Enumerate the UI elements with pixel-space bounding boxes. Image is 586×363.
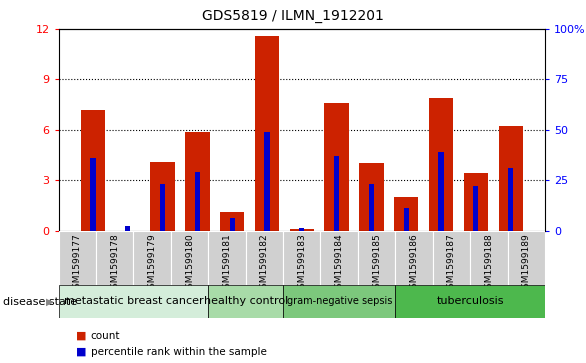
Text: metastatic breast cancer: metastatic breast cancer: [64, 296, 203, 306]
Bar: [396, 231, 432, 285]
Bar: [208, 231, 246, 285]
Bar: [283, 285, 396, 318]
Text: percentile rank within the sample: percentile rank within the sample: [91, 347, 267, 357]
Bar: [134, 231, 171, 285]
Text: ■: ■: [76, 347, 87, 357]
Text: disease state: disease state: [3, 297, 77, 307]
Bar: [230, 219, 235, 231]
Text: healthy control: healthy control: [203, 296, 288, 306]
Bar: [394, 197, 418, 231]
Bar: [195, 172, 200, 231]
Bar: [321, 231, 358, 285]
Bar: [246, 231, 283, 285]
Text: gram-negative sepsis: gram-negative sepsis: [287, 296, 392, 306]
Bar: [438, 152, 444, 231]
Bar: [125, 227, 130, 231]
Bar: [369, 184, 374, 231]
Text: GSM1599182: GSM1599182: [260, 233, 269, 294]
Bar: [334, 156, 339, 231]
Bar: [81, 110, 105, 231]
Text: ▶: ▶: [46, 297, 54, 307]
Bar: [264, 132, 270, 231]
Bar: [325, 103, 349, 231]
Text: GSM1599185: GSM1599185: [372, 233, 381, 294]
Bar: [171, 231, 208, 285]
Text: GSM1599178: GSM1599178: [110, 233, 119, 294]
Text: ■: ■: [76, 331, 87, 341]
Text: GSM1599183: GSM1599183: [297, 233, 306, 294]
Bar: [208, 285, 283, 318]
Bar: [96, 231, 134, 285]
Bar: [396, 285, 545, 318]
Text: GSM1599187: GSM1599187: [447, 233, 456, 294]
Bar: [59, 285, 208, 318]
Bar: [432, 231, 470, 285]
Text: GSM1599189: GSM1599189: [522, 233, 531, 294]
Bar: [359, 163, 384, 231]
Bar: [299, 228, 304, 231]
Bar: [151, 162, 175, 231]
Bar: [255, 36, 279, 231]
Bar: [160, 184, 165, 231]
Text: count: count: [91, 331, 120, 341]
Bar: [283, 231, 321, 285]
Text: GSM1599179: GSM1599179: [148, 233, 156, 294]
Bar: [59, 231, 96, 285]
Bar: [185, 132, 210, 231]
Text: tuberculosis: tuberculosis: [437, 296, 504, 306]
Text: GSM1599188: GSM1599188: [485, 233, 493, 294]
Text: GSM1599184: GSM1599184: [335, 233, 344, 294]
Bar: [404, 208, 409, 231]
Text: GSM1599181: GSM1599181: [223, 233, 231, 294]
Text: GSM1599186: GSM1599186: [410, 233, 418, 294]
Text: GDS5819 / ILMN_1912201: GDS5819 / ILMN_1912201: [202, 9, 384, 23]
Bar: [507, 231, 545, 285]
Bar: [508, 168, 513, 231]
Bar: [429, 98, 453, 231]
Bar: [499, 126, 523, 231]
Bar: [464, 174, 488, 231]
Bar: [473, 186, 479, 231]
Bar: [470, 231, 507, 285]
Bar: [220, 212, 244, 231]
Bar: [90, 158, 96, 231]
Bar: [289, 229, 314, 231]
Text: GSM1599177: GSM1599177: [73, 233, 82, 294]
Bar: [358, 231, 396, 285]
Text: GSM1599180: GSM1599180: [185, 233, 194, 294]
